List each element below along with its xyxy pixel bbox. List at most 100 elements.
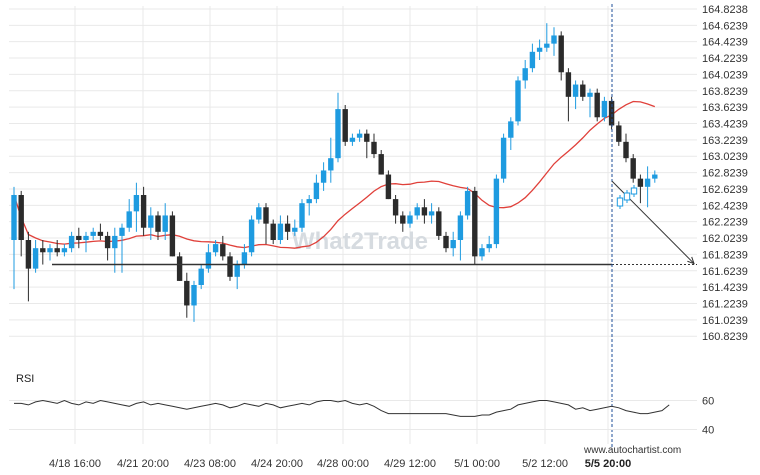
candle-body — [428, 211, 435, 216]
candle-body — [529, 51, 536, 69]
candle-body — [637, 178, 644, 187]
candle-body — [608, 100, 615, 126]
candle-body — [227, 256, 233, 277]
y-tick-label: 161.0239 — [702, 315, 748, 327]
candle — [544, 23, 550, 52]
candle — [256, 203, 262, 224]
candle — [292, 219, 298, 236]
candle-body — [148, 215, 154, 228]
candle-body — [464, 190, 471, 216]
candle-body — [486, 244, 492, 249]
candle — [421, 199, 428, 224]
candle-body — [652, 174, 658, 179]
source-credit: www.autochartist.com — [583, 445, 681, 456]
candle-body — [220, 244, 226, 257]
candle — [25, 231, 32, 302]
candle — [652, 170, 658, 183]
candle-body — [342, 109, 348, 142]
candle — [572, 80, 579, 110]
candle-body — [270, 223, 276, 240]
candle — [558, 31, 564, 81]
candle — [342, 105, 348, 146]
candle-body — [436, 211, 442, 236]
candle-body — [306, 199, 312, 204]
candle — [40, 240, 46, 265]
candle — [529, 43, 536, 73]
candle — [155, 211, 161, 240]
projected-candle-body — [630, 187, 638, 195]
candle-body — [292, 227, 298, 232]
candle — [328, 137, 334, 183]
candle-body — [500, 137, 507, 179]
candle — [119, 223, 125, 273]
candle-body — [90, 231, 96, 236]
candle-body — [630, 158, 636, 179]
candle-body — [328, 158, 334, 171]
candle — [457, 211, 464, 261]
candle-body — [400, 215, 406, 224]
candle — [133, 182, 140, 232]
candle — [587, 88, 593, 118]
candle-body — [371, 141, 377, 155]
candle — [126, 199, 132, 232]
candle-body — [83, 235, 89, 240]
candle-body — [162, 215, 168, 232]
candle — [623, 133, 629, 163]
candle — [320, 162, 327, 191]
y-tick-label: 160.8239 — [702, 331, 748, 343]
candle-body — [493, 178, 500, 245]
candle — [414, 203, 420, 220]
x-tick-label: 4/18 16:00 — [49, 458, 101, 470]
candle-body — [191, 285, 197, 306]
candle — [112, 227, 118, 273]
candle-body — [522, 68, 528, 81]
candle-body — [508, 121, 514, 138]
candle — [313, 174, 320, 204]
candle — [493, 174, 500, 249]
y-tick-label: 162.4239 — [702, 200, 748, 212]
y-tick-label: 162.8239 — [702, 168, 748, 180]
grid — [9, 6, 697, 444]
candle-body — [54, 248, 60, 253]
candle-body — [572, 84, 579, 97]
candle — [54, 240, 60, 257]
candle — [601, 96, 608, 122]
candle — [205, 244, 212, 273]
overlays — [52, 4, 697, 450]
candle — [335, 92, 341, 163]
candle — [263, 203, 269, 245]
candle — [212, 240, 219, 257]
candle-body — [205, 252, 212, 269]
candle — [637, 174, 644, 204]
candle — [220, 235, 226, 261]
candle — [630, 154, 636, 183]
candle — [616, 121, 622, 146]
candle — [176, 252, 183, 281]
candle-body — [536, 47, 543, 52]
candle — [371, 133, 377, 159]
candle-body — [176, 256, 183, 281]
candle — [400, 211, 406, 232]
candle-body — [551, 35, 557, 44]
candle — [191, 280, 197, 322]
x-tick-label: 5/5 20:00 — [585, 458, 631, 470]
candle — [162, 203, 168, 240]
y-tick-label: 161.4239 — [702, 282, 748, 294]
projected-candle-body — [623, 192, 631, 201]
candle-body — [76, 235, 82, 240]
candle-body — [68, 235, 75, 249]
candle-body — [392, 199, 399, 216]
candle — [97, 223, 104, 240]
candle-body — [356, 133, 363, 138]
x-axis: 4/18 16:00 4/21 20:00 4/23 08:00 4/24 20:00… — [49, 458, 631, 470]
candle — [594, 88, 600, 122]
y-axis: 164.8238 164.6239 164.4239 164.2239 164.0239… — [702, 4, 748, 343]
candle-body — [284, 223, 291, 232]
candle-body — [256, 207, 262, 220]
candle-body — [104, 235, 111, 249]
candle-body — [133, 195, 140, 212]
candle-body — [32, 248, 39, 269]
candle-body — [241, 252, 248, 265]
candle-body — [515, 80, 521, 122]
candle-body — [623, 141, 629, 159]
